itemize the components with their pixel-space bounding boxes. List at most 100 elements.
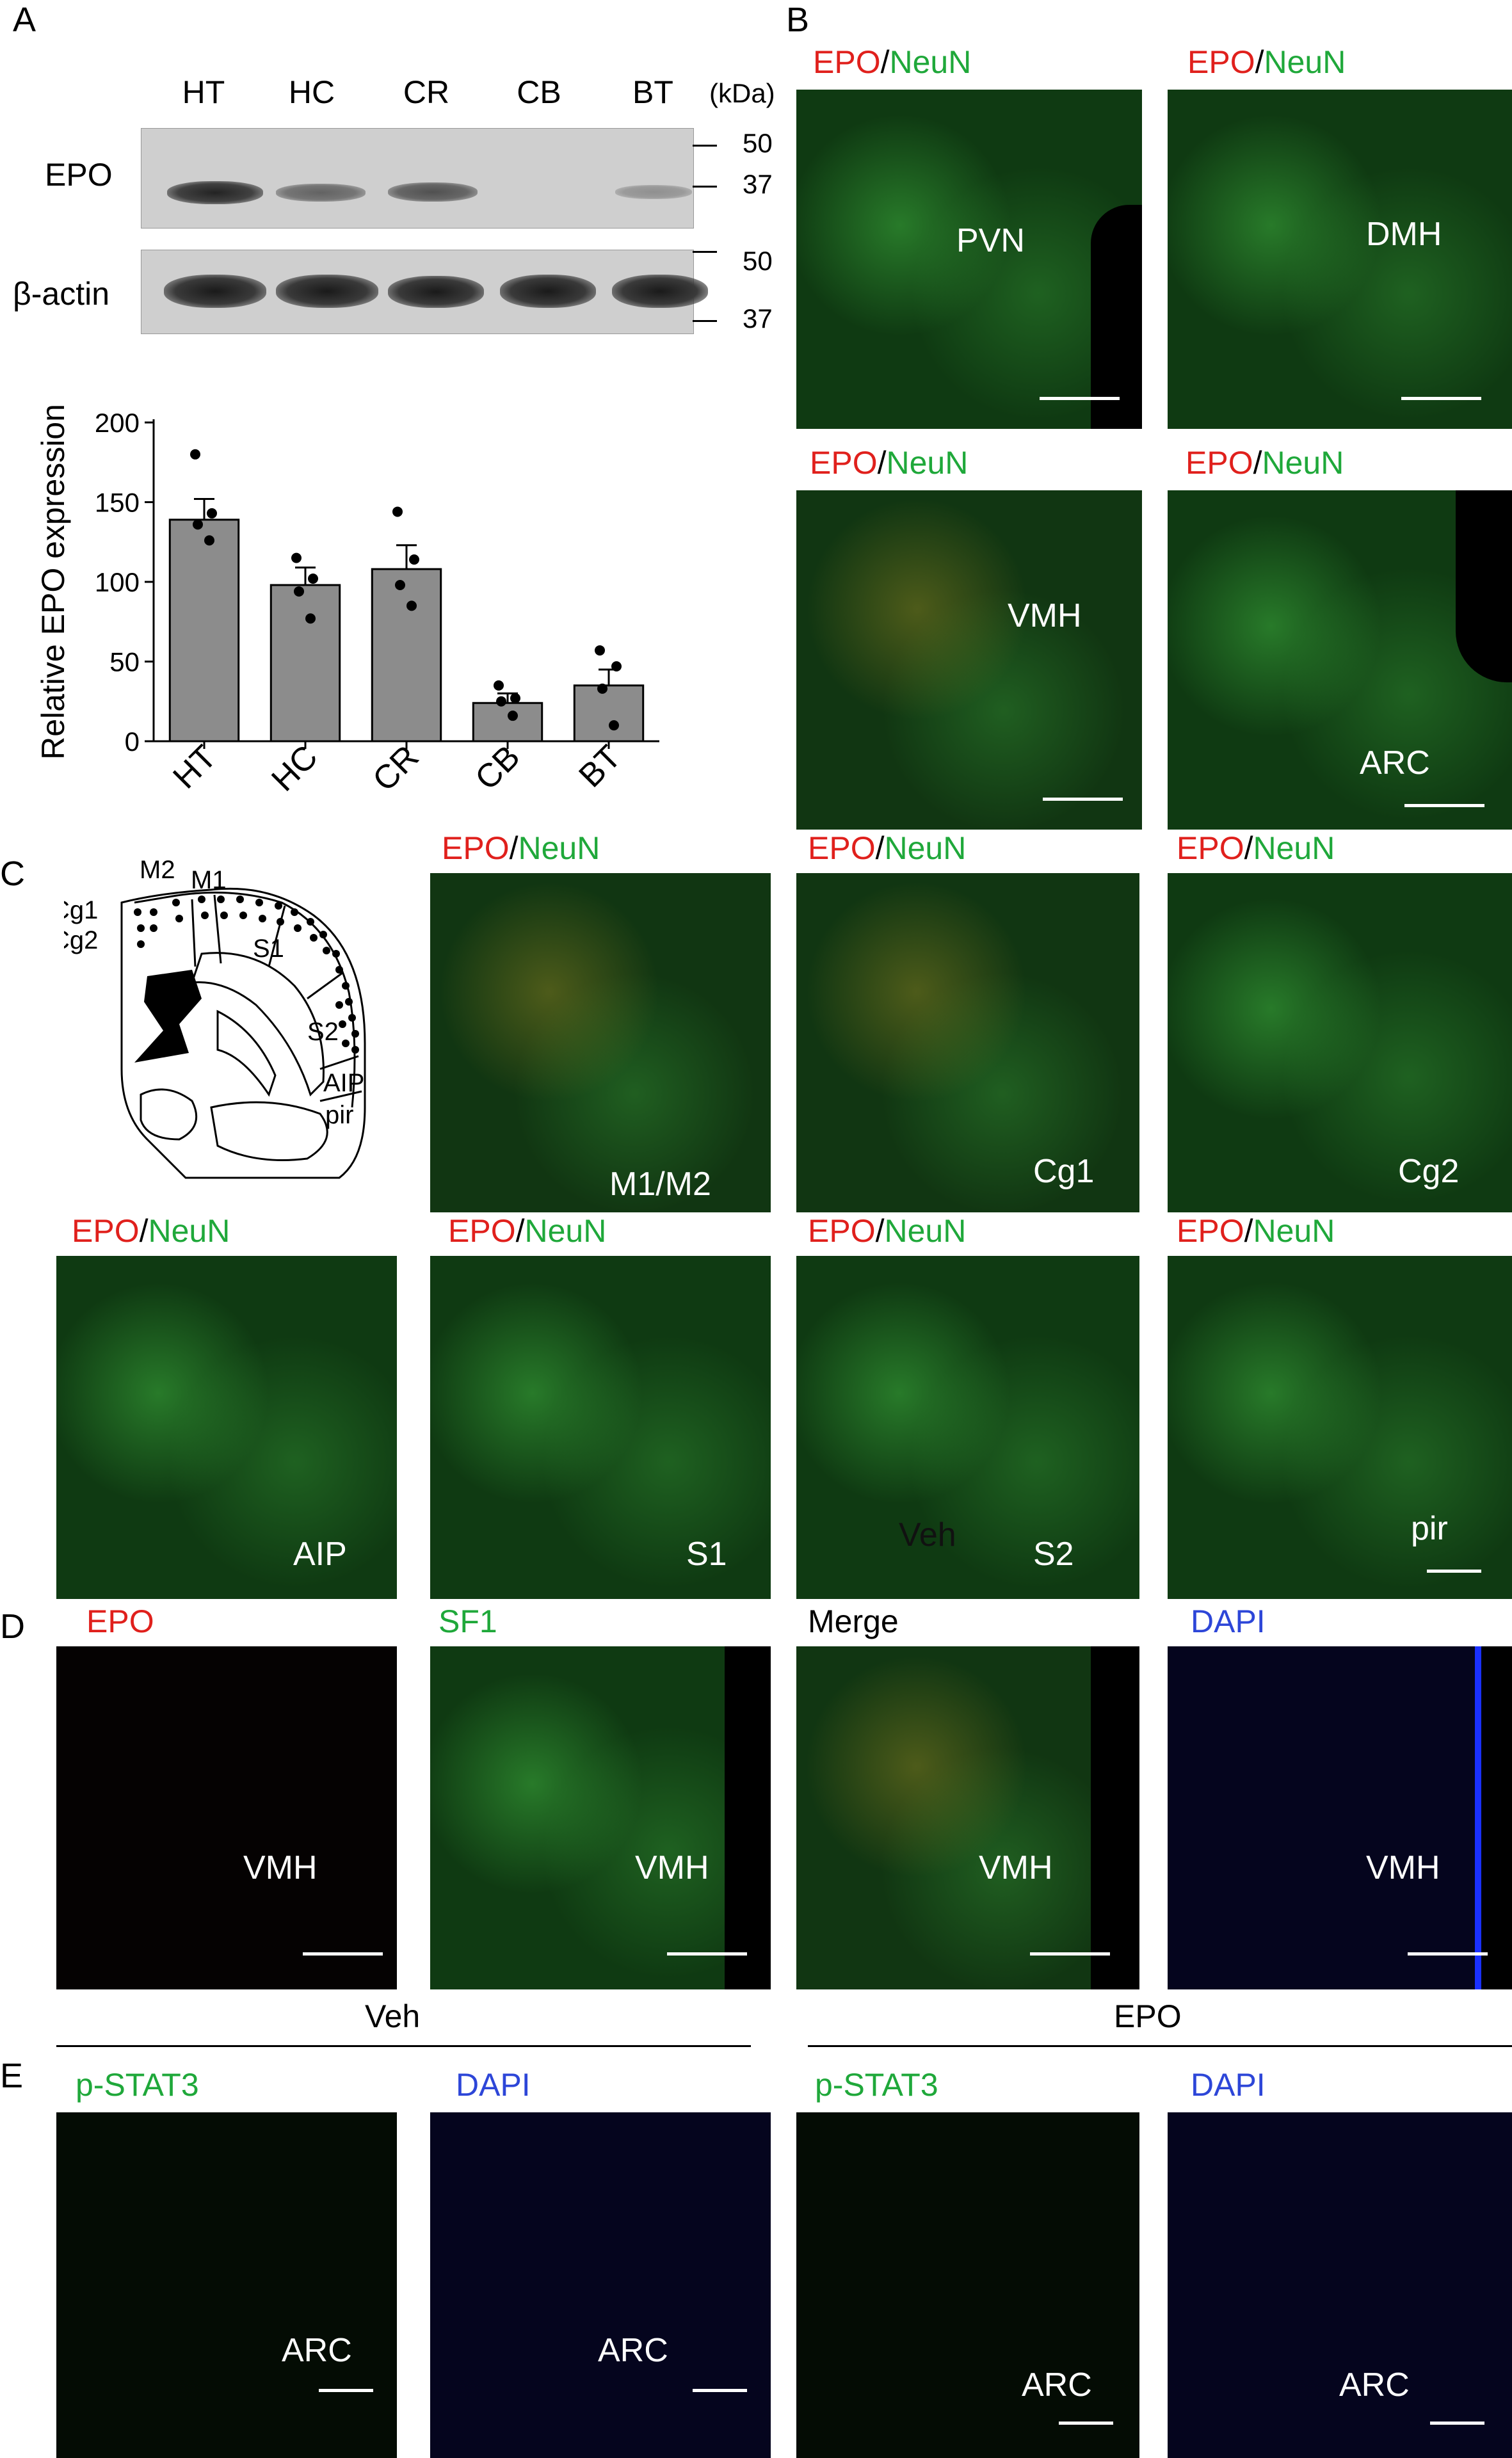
marker-label: 50 [743,246,773,276]
micrograph-title: DAPI [456,2067,531,2103]
title-slash: / [875,1213,885,1249]
title-slash: / [1255,44,1264,80]
western-blot-epo [141,128,694,229]
panel-label-e: E [0,2057,24,2095]
schematic-label: Cg1 [64,896,98,924]
region-label: VMH [635,1849,709,1886]
title-slash: / [509,830,519,866]
title-slash: / [1244,830,1253,866]
y-axis-title: Relative EPO expression [35,404,71,760]
data-point [496,696,506,707]
ventricle-shape [725,1646,771,1989]
data-point [392,506,403,517]
x-tick-label: CR [366,738,426,798]
region-label: ARC [598,2332,668,2369]
marker-tick [693,320,717,322]
data-point [409,554,419,565]
scale-bar [1059,2422,1113,2425]
title-slash: / [877,445,887,481]
lane-label: CR [403,74,450,110]
marker-label: 50 [743,128,773,158]
band-actin [500,275,596,308]
title-neun: NeuN [889,44,972,80]
micrograph-pir: pir [1168,1256,1512,1599]
micrograph-title: p-STAT3 [815,2067,938,2103]
title-epo: EPO [1186,445,1253,481]
region-label: ARC [1339,2366,1410,2404]
title-epo: EPO [1177,830,1244,866]
title-slash: / [1244,1213,1253,1249]
group-label-epo: EPO [1114,1998,1182,2034]
scale-bar [1401,397,1481,400]
scale-bar [1030,1952,1110,1956]
ventricle-shape [1091,205,1142,429]
data-point [494,680,504,691]
region-label: ARC [282,2332,352,2369]
data-point [193,519,203,530]
micrograph-arc: ARC [1168,490,1512,830]
scale-bar [1040,397,1120,400]
micrograph-title: DAPI [1191,2067,1266,2103]
group-line-epo [808,2045,1512,2047]
micrograph-title: EPO/NeuN [72,1215,230,1247]
data-point [395,579,405,590]
title-neun: NeuN [1262,445,1344,481]
region-label: Veh [899,1516,956,1554]
micrograph-title: EPO/NeuN [448,1215,606,1247]
micrograph-e-veh-pstat3: ARC [56,2112,397,2458]
scale-bar [1404,804,1484,807]
title-neun: NeuN [886,445,969,481]
data-point [611,661,622,671]
scale-bar [303,1952,383,1956]
bar [269,584,341,743]
schematic-label: pir [325,1101,353,1129]
micrograph-title: Merge [808,1603,899,1639]
marker-label: 37 [743,303,773,333]
ventricle-shape [1481,1646,1512,1989]
panel-label-c: C [0,855,25,893]
region-label: M1/M2 [609,1166,711,1203]
title-slash: / [1253,445,1262,481]
region-label: DMH [1366,216,1442,253]
title-slash: / [875,830,885,866]
ventricle-shape [1091,1646,1139,1989]
data-point [595,645,605,656]
micrograph-cg2: Cg2 [1168,873,1512,1212]
title-neun: NeuN [884,1213,967,1249]
band-actin [612,275,708,308]
y-tick-label: 200 [95,408,140,438]
data-point [510,693,520,703]
band-epo-hc [276,184,366,202]
region-label: VMH [979,1849,1053,1886]
scale-bar [1430,2422,1484,2425]
band-actin [388,276,484,308]
panel-label-a: A [13,1,36,39]
lane-label: HT [182,74,225,110]
title-epo: EPO [813,44,881,80]
data-point [204,535,214,546]
scale-bar [693,2389,747,2392]
group-line-veh [56,2045,751,2047]
title-epo: EPO [442,830,510,866]
band-epo-ht [167,181,263,204]
western-blot-actin [141,250,708,334]
western-row-label-epo: EPO [45,157,113,193]
bar [472,702,543,743]
lane-label: CB [517,74,561,110]
micrograph-title: EPO/NeuN [1187,46,1346,78]
title-neun: NeuN [524,1213,607,1249]
region-label: VMH [1008,597,1082,634]
title-slash: / [880,44,890,80]
micrograph-dmh: DMH [1168,90,1512,429]
region-label: Cg1 [1033,1153,1095,1190]
micrograph-title: EPO/NeuN [810,447,968,479]
title-epo: EPO [72,1213,140,1249]
title-epo: EPO [808,1213,876,1249]
y-tick-label: 50 [109,647,140,677]
bar [371,568,442,743]
ventricle-shape [1456,490,1512,682]
micrograph-s1: S1 [430,1256,771,1599]
data-point [305,613,316,624]
region-label: ARC [1360,744,1430,782]
micrograph-e-veh-dapi: ARC [430,2112,771,2458]
